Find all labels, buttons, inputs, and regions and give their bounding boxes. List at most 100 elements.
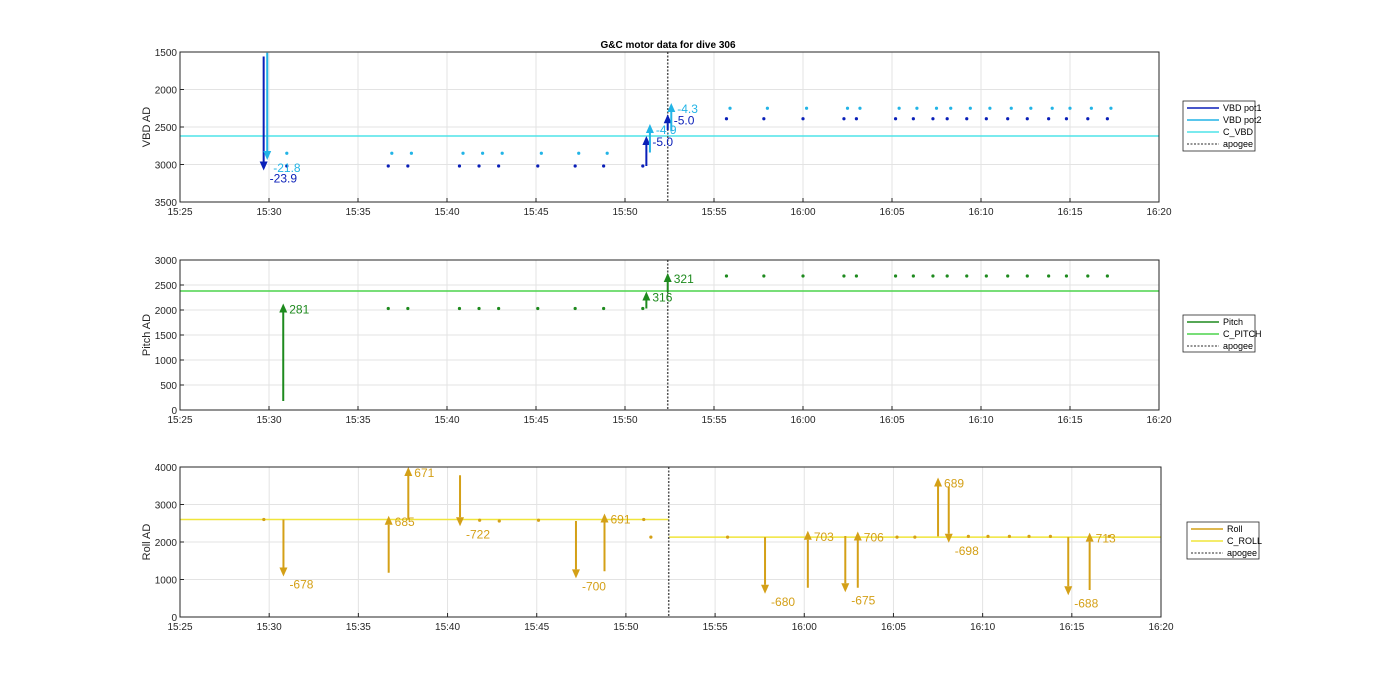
x-tick-label: 15:45 (523, 207, 548, 218)
data-point (931, 117, 935, 121)
x-tick-label: 16:00 (790, 415, 815, 426)
x-tick-label: 15:35 (345, 207, 370, 218)
x-tick-label: 16:10 (968, 415, 993, 426)
arrow-label: 689 (944, 477, 964, 491)
y-tick-label: 0 (171, 406, 177, 417)
data-point (858, 106, 862, 110)
data-point (457, 306, 462, 311)
data-point (461, 151, 465, 155)
legend-label: VBD pot2 (1223, 115, 1262, 125)
data-point (642, 517, 646, 522)
arrow-head (600, 513, 609, 523)
arrow-label: -678 (289, 578, 313, 592)
y-tick-label: 1000 (155, 576, 178, 587)
y-tick-label: 1500 (155, 331, 178, 342)
data-point (1025, 117, 1029, 121)
data-point (893, 117, 898, 121)
x-tick-label: 16:05 (879, 415, 904, 426)
x-tick-label: 15:35 (345, 415, 370, 426)
chart-title: G&C motor data for dive 306 (600, 40, 735, 51)
arrow-label: -722 (466, 527, 490, 541)
arrow-label: -698 (955, 544, 979, 558)
data-point (406, 164, 410, 168)
legend-label: C_VBD (1223, 127, 1254, 137)
data-point (409, 151, 413, 155)
data-point (573, 164, 577, 168)
arrow-head (642, 136, 651, 145)
arrow-label: 703 (814, 530, 834, 544)
y-axis-label: VBD AD (141, 107, 153, 147)
x-tick-label: 16:20 (1146, 415, 1171, 426)
y-tick-label: 3000 (155, 501, 178, 512)
data-point (536, 164, 540, 168)
y-axis-label: Pitch AD (141, 314, 153, 356)
y-tick-label: 500 (160, 381, 177, 392)
arrow-head (404, 467, 413, 476)
data-point (602, 164, 606, 168)
data-point (1025, 274, 1029, 278)
data-point (539, 151, 543, 155)
x-tick-label: 16:00 (790, 207, 815, 218)
data-point (536, 306, 540, 311)
data-point (984, 117, 988, 121)
data-point (285, 151, 289, 155)
x-tick-label: 15:40 (435, 622, 460, 633)
data-point (724, 274, 729, 278)
data-point (911, 274, 915, 278)
data-point (945, 274, 949, 278)
data-point (1064, 117, 1069, 121)
data-point (724, 117, 729, 121)
arrow-head (456, 517, 465, 527)
data-point (390, 151, 394, 155)
arrow-head (259, 161, 268, 171)
x-tick-label: 16:20 (1146, 207, 1171, 218)
x-tick-label: 16:20 (1148, 622, 1173, 633)
x-tick-label: 16:15 (1057, 415, 1082, 426)
arrow-label: -21.8 (273, 161, 301, 175)
arrow-head (761, 584, 770, 594)
legend-label: apogee (1227, 548, 1257, 558)
data-point (845, 106, 850, 110)
x-tick-label: 15:55 (701, 207, 726, 218)
arrow-head (1085, 532, 1094, 542)
arrow-head (645, 124, 654, 133)
data-point (934, 106, 939, 110)
y-tick-label: 4000 (155, 463, 178, 474)
data-point (1050, 106, 1054, 110)
y-tick-label: 0 (171, 613, 177, 624)
data-point (406, 306, 410, 311)
arrow-label: 321 (674, 272, 694, 286)
data-point (1086, 117, 1090, 121)
legend-label: Pitch (1223, 317, 1243, 327)
x-tick-label: 15:30 (256, 415, 281, 426)
arrow-label: -700 (582, 579, 606, 593)
y-tick-label: 2500 (155, 281, 178, 292)
arrow-head (384, 515, 393, 525)
data-point (573, 306, 577, 311)
data-point (1029, 106, 1033, 110)
data-point (895, 535, 899, 539)
data-point (931, 274, 935, 278)
data-point (262, 517, 266, 522)
data-point (965, 274, 969, 278)
arrow-head (663, 273, 672, 282)
arrow-label: -5.0 (674, 113, 695, 127)
data-point (477, 164, 481, 168)
data-point (497, 519, 501, 523)
data-point (986, 534, 990, 538)
arrow-head (642, 291, 651, 301)
x-tick-label: 16:05 (879, 207, 904, 218)
data-point (1064, 274, 1069, 278)
data-point (641, 164, 645, 168)
x-tick-label: 15:45 (524, 622, 549, 633)
data-point (893, 274, 898, 278)
data-point (1105, 117, 1109, 121)
data-point (1107, 534, 1111, 538)
data-point (762, 274, 766, 278)
arrow-label: -688 (1074, 596, 1098, 610)
arrow-head (934, 477, 943, 487)
data-point (641, 306, 645, 311)
arrow-head (663, 114, 672, 124)
legend-label: VBD pot1 (1223, 103, 1262, 113)
